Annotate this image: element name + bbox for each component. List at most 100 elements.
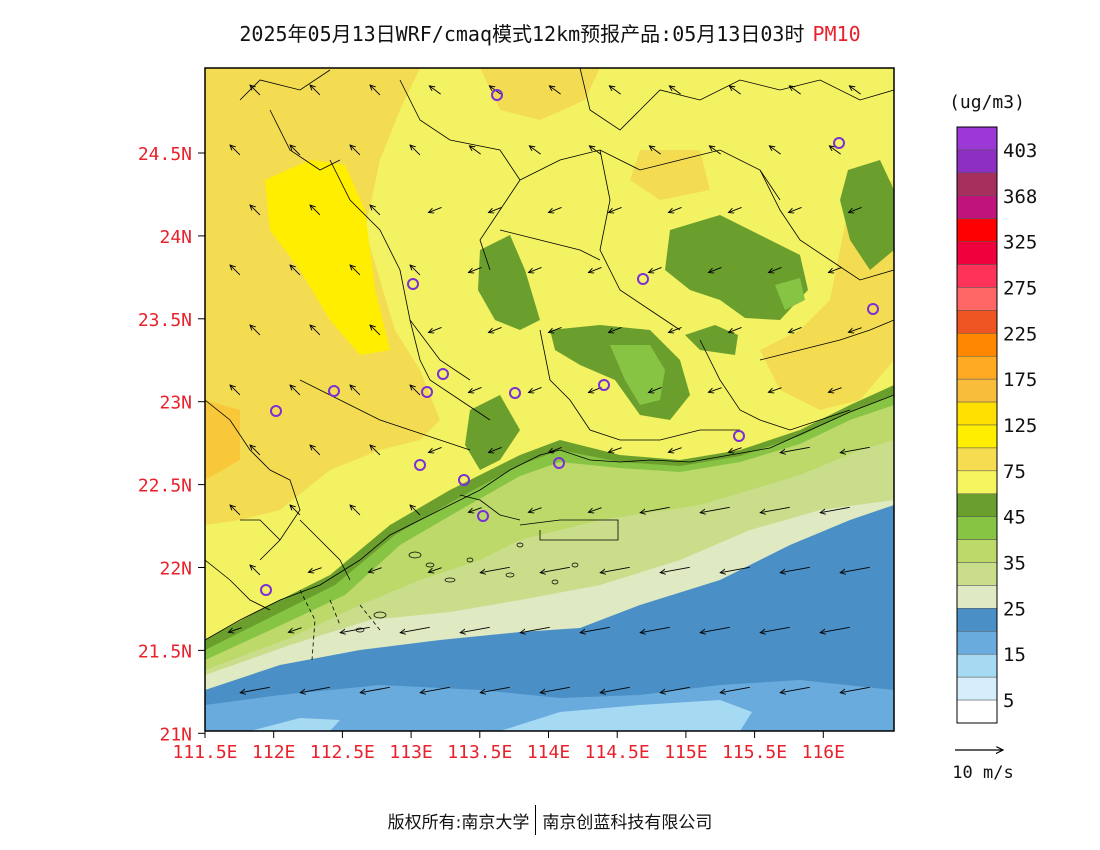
footer-divider [535, 805, 537, 835]
lon-label: 115.5E [722, 742, 787, 763]
wind-arrow [250, 445, 261, 456]
wind-arrow [290, 385, 301, 396]
lon-label: 115E [664, 742, 707, 763]
wind-arrow [728, 447, 742, 453]
lon-label: 111.5E [172, 742, 237, 763]
wind-arrow [310, 85, 321, 96]
legend-swatch [956, 562, 998, 586]
legend-swatch [956, 676, 998, 701]
wind-arrow [660, 686, 690, 692]
legend-swatch [956, 264, 998, 288]
boundary-lines [205, 68, 894, 611]
wind-arrow [849, 86, 861, 95]
wind-arrow [840, 686, 870, 692]
wind-arrow [250, 325, 261, 336]
wind-arrow [410, 505, 421, 516]
wind-arrow [709, 146, 721, 155]
station-marker [328, 385, 340, 397]
wind-arrow [529, 146, 541, 155]
legend-label: 45 [1003, 507, 1026, 529]
legend-swatch [956, 516, 998, 540]
coastline [205, 394, 894, 641]
wind-arrow [768, 387, 782, 393]
wind-arrow [230, 505, 241, 516]
wind-arrow [308, 567, 322, 573]
legend-swatch [956, 539, 998, 563]
wind-arrow [488, 207, 502, 212]
wind-arrow [288, 627, 302, 633]
wind-arrow [400, 626, 430, 632]
wind-arrow [370, 445, 381, 456]
wind-arrow [640, 506, 670, 512]
station-marker [867, 303, 879, 315]
wind-arrow [468, 267, 482, 272]
wind-arrow [708, 387, 722, 393]
legend-label: 125 [1003, 415, 1037, 437]
wind-arrow [720, 686, 750, 692]
lon-label: 113.5E [447, 742, 512, 763]
lat-label: 22N [159, 559, 192, 580]
station-marker [477, 510, 489, 522]
wind-arrow [350, 505, 361, 516]
wind-arrow [528, 267, 542, 272]
company-text: 南京创蓝科技有限公司 [542, 813, 713, 833]
wind-arrow [250, 205, 261, 216]
legend-labels: 403 368 325 275 225 175 125 75 45 35 25 15 5 [1003, 140, 1037, 712]
wind-arrow [250, 565, 261, 576]
color-legend [956, 126, 998, 724]
station-marker [270, 405, 282, 417]
wind-arrow [428, 327, 442, 332]
wind-arrow [728, 207, 742, 212]
wind-arrow [300, 686, 330, 692]
wind-arrow [488, 447, 502, 452]
concentration-field [205, 68, 894, 731]
wind-arrow [848, 327, 862, 333]
wind-arrow [649, 146, 661, 155]
wind-arrow [580, 626, 610, 632]
title-text: 2025年05月13日WRF/cmaq模式12km预报产品:05月13日03时 [239, 22, 805, 46]
legend-swatch [956, 195, 998, 219]
wind-arrow [720, 566, 750, 572]
lon-label: 112E [252, 742, 295, 763]
wind-arrow [528, 507, 542, 513]
wind-arrow [780, 566, 810, 572]
wind-arrow [350, 385, 361, 396]
legend-swatch [956, 333, 998, 357]
legend-swatch [956, 172, 998, 197]
wind-arrow [460, 626, 490, 632]
wind-arrow [609, 86, 621, 95]
legend-swatch [956, 631, 998, 655]
wind-arrow [829, 146, 841, 155]
legend-label: 275 [1003, 277, 1037, 299]
wind-arrow [428, 207, 442, 212]
wind-arrow [290, 265, 301, 276]
legend-swatch [956, 149, 998, 174]
legend-label: 325 [1003, 232, 1037, 254]
station-marker [421, 386, 433, 398]
station-marker [414, 459, 426, 471]
islands [355, 542, 579, 633]
lat-label: 24.5N [138, 144, 192, 165]
wind-scale-label: 10 m/s [952, 763, 1013, 783]
legend-label: 35 [1003, 553, 1026, 575]
wind-arrow [428, 567, 442, 573]
wind-arrow [589, 146, 601, 155]
wind-arrow [840, 446, 870, 452]
wind-arrow [520, 626, 550, 632]
station-marker [407, 278, 419, 290]
lon-label: 112.5E [310, 742, 375, 763]
wind-arrow [528, 387, 542, 392]
wind-arrow [760, 506, 790, 512]
wind-arrow [648, 267, 662, 272]
legend-label: 75 [1003, 461, 1026, 483]
wind-arrow [769, 146, 781, 155]
wind-arrow [668, 327, 682, 332]
station-marker [437, 368, 449, 380]
longitude-axis: 111.5E 112E 112.5E 113E 113.5E 114E 114.5E 115E… [172, 731, 845, 763]
wind-arrow [700, 506, 730, 512]
wind-arrow [820, 506, 850, 512]
wind-arrow [588, 507, 602, 513]
wind-arrow [360, 686, 390, 692]
legend-swatch [956, 493, 998, 517]
